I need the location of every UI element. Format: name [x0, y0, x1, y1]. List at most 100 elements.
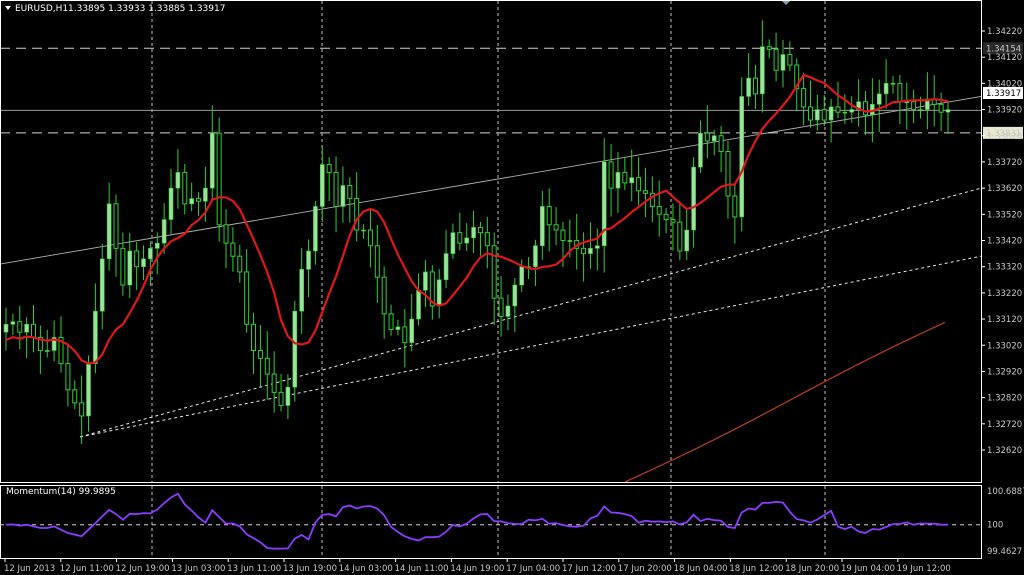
- candle-bull: [595, 245, 600, 249]
- price-axis-label: 1.33320: [987, 263, 1022, 273]
- candle-bull: [540, 206, 545, 247]
- trend-lines: [0, 96, 982, 438]
- candle-bear: [374, 245, 380, 278]
- candle-bull: [10, 321, 16, 325]
- time-axis-label: 19 Jun 04:00: [841, 564, 895, 574]
- candle-bear: [608, 161, 614, 189]
- candle-bear: [560, 229, 566, 241]
- time-axis-label: 18 Jun 04:00: [674, 564, 728, 574]
- time-axis-label: 13 Jun 19:00: [283, 564, 337, 574]
- candle-bull: [588, 248, 593, 254]
- candle-bull: [395, 326, 401, 330]
- candle-bull: [945, 109, 951, 113]
- candle-bear: [216, 132, 222, 226]
- current-price-box: [983, 87, 1023, 99]
- time-axis-label: 12 Jun 2013: [4, 564, 55, 574]
- trend-line-channel-b[interactable]: [79, 255, 982, 438]
- candle-bull: [99, 258, 105, 312]
- time-axis-label: 18 Jun 12:00: [729, 564, 783, 574]
- candle-bear: [581, 247, 587, 255]
- candle-bull: [436, 279, 442, 307]
- candle-bear: [752, 77, 758, 95]
- candle-bull: [601, 161, 607, 247]
- price-axis-label: 1.33420: [987, 237, 1022, 247]
- level-label-box: [983, 42, 1023, 55]
- candle-bear: [120, 247, 126, 286]
- candlesticks: [3, 20, 951, 445]
- candle-bull: [684, 229, 690, 252]
- candle-bear: [725, 150, 731, 197]
- candle-bear: [704, 132, 710, 142]
- price-axis-label: 1.33720: [987, 158, 1022, 168]
- candle-bull: [44, 350, 50, 352]
- moving-average-fast: [5, 73, 949, 365]
- chart-grid: [151, 1, 826, 558]
- candle-bear: [333, 171, 339, 207]
- price-axis-label: 1.34020: [987, 79, 1022, 89]
- candle-bear: [196, 198, 202, 202]
- candle-bull: [203, 187, 208, 202]
- candle-bull: [127, 250, 133, 286]
- candle-bull: [519, 266, 524, 286]
- candle-bull: [505, 305, 511, 317]
- candle-bull: [175, 172, 181, 189]
- candle-bear: [835, 106, 841, 113]
- candle-bull: [93, 310, 98, 364]
- symbol-menu-icon[interactable]: [5, 6, 11, 10]
- price-axis-label: 1.34120: [987, 53, 1022, 63]
- candle-bear: [237, 255, 243, 273]
- current-price-label: 1.33917: [986, 89, 1021, 99]
- price-axis-label: 1.33120: [987, 315, 1022, 325]
- candle-bull: [106, 203, 112, 260]
- momentum-pane: 100.6887 100 99.4627: [0, 487, 1024, 557]
- candle-bear: [491, 245, 497, 299]
- candle-bear: [649, 192, 655, 207]
- candle-bear: [347, 185, 353, 200]
- candle-bear: [897, 82, 903, 103]
- candle-bear: [17, 321, 23, 333]
- candle-bull: [450, 232, 456, 254]
- trend-line-upper[interactable]: [0, 96, 982, 265]
- candle-bear: [278, 391, 284, 406]
- time-axis-label: 14 Jun 11:00: [395, 564, 449, 574]
- candle-bull: [416, 289, 421, 320]
- candle-bull: [815, 109, 820, 121]
- candle-bull: [711, 135, 717, 142]
- candle-bull: [698, 132, 703, 168]
- momentum-axis-label: 99.4627: [987, 547, 1022, 557]
- momentum-axis-label: 100: [987, 521, 1003, 531]
- candle-bear: [656, 205, 662, 215]
- candle-bull: [443, 253, 449, 281]
- time-axis-label: 17 Jun 04:00: [506, 564, 560, 574]
- candle-bull: [691, 166, 696, 231]
- candle-bear: [546, 205, 552, 226]
- time-axis-label: 14 Jun 03:00: [339, 564, 393, 574]
- candle-bull: [161, 219, 167, 244]
- price-axis-label: 1.32820: [987, 394, 1022, 404]
- candle-bull: [292, 310, 298, 388]
- candle-bear: [670, 219, 676, 223]
- time-axis-label: 17 Jun 20:00: [618, 564, 672, 574]
- horizontal-lines[interactable]: 1.34154 1.33831: [0, 42, 1023, 139]
- scroll-marker-icon[interactable]: [782, 1, 790, 5]
- candle-bull: [849, 109, 855, 113]
- candle-bull: [86, 363, 91, 417]
- candle-bear: [31, 323, 37, 338]
- candle-bull: [299, 269, 304, 312]
- candle-bear: [622, 171, 628, 184]
- candle-bull: [512, 284, 518, 307]
- candle-bear: [264, 357, 270, 375]
- candle-bull: [313, 206, 318, 252]
- candle-bear: [773, 48, 779, 71]
- candle-bull: [828, 106, 834, 121]
- candle-bear: [862, 101, 868, 116]
- candle-bear: [134, 250, 140, 268]
- momentum-line: [5, 492, 948, 550]
- candle-bull: [876, 93, 882, 105]
- trend-line-channel-a[interactable]: [79, 187, 982, 438]
- candle-bear: [938, 103, 944, 113]
- candle-bull: [567, 240, 573, 242]
- candle-bear: [429, 271, 435, 307]
